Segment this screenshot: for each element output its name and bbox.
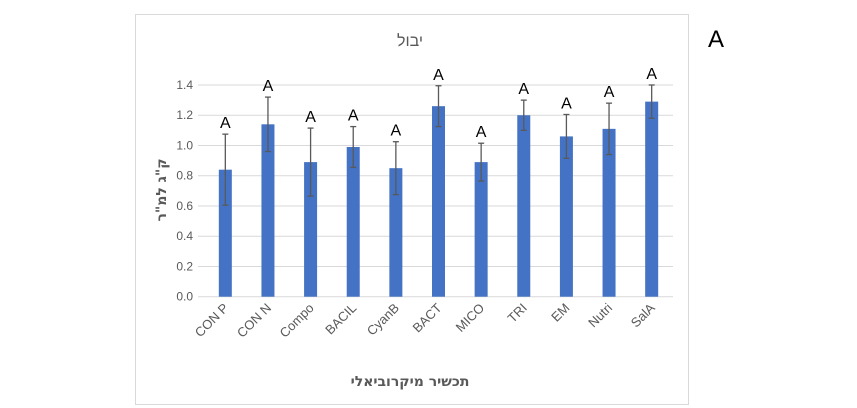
- significance-label: A: [518, 81, 529, 98]
- chart-frame: [135, 14, 689, 405]
- y-tick-label: 1.2: [176, 108, 193, 122]
- bar: [602, 128, 616, 297]
- y-tick-label: 1.0: [176, 138, 193, 152]
- significance-label: A: [604, 84, 615, 101]
- bar: [645, 101, 659, 297]
- x-tick-label: Compo: [276, 300, 316, 340]
- bar: [261, 124, 275, 297]
- bar: [559, 136, 573, 297]
- panel-label: A: [708, 26, 725, 53]
- x-tick-label: CON P: [192, 300, 232, 340]
- bar: [432, 106, 445, 297]
- significance-label: A: [476, 124, 487, 141]
- significance-label: A: [561, 95, 572, 112]
- bar: [389, 168, 403, 297]
- y-tick-label: 0.2: [176, 259, 193, 273]
- x-axis-title: תכשיר מיקרוביאלי: [351, 374, 470, 390]
- bar: [218, 169, 232, 297]
- y-tick-label: 0.0: [176, 290, 193, 304]
- bar: [304, 162, 318, 297]
- significance-label: A: [263, 78, 274, 95]
- x-tick-label: CON N: [234, 300, 274, 340]
- significance-label: A: [220, 115, 231, 132]
- bar: [517, 115, 531, 297]
- x-tick-label: CyanB: [364, 300, 402, 338]
- y-tick-label: 1.4: [176, 78, 193, 92]
- y-axis-title: ק"ג למ"ר: [154, 158, 170, 221]
- x-tick-label: BACT: [409, 300, 444, 335]
- y-tick-label: 0.4: [176, 229, 193, 243]
- x-tick-label: Nutri: [585, 300, 615, 330]
- x-tick-label: TRI: [504, 300, 529, 325]
- bar: [346, 146, 360, 297]
- x-tick-label: EM: [548, 300, 572, 324]
- significance-label: A: [391, 123, 402, 140]
- significance-label: A: [433, 67, 444, 84]
- y-tick-label: 0.6: [176, 199, 193, 213]
- x-tick-label: BACIL: [322, 300, 359, 337]
- x-tick-label: SalA: [628, 300, 658, 330]
- bar: [474, 162, 488, 297]
- significance-label: A: [646, 66, 657, 83]
- x-tick-label: MICO: [453, 300, 488, 335]
- significance-label: A: [348, 108, 359, 125]
- chart-title: יבול: [397, 32, 423, 50]
- significance-label: A: [305, 109, 316, 126]
- y-tick-label: 0.8: [176, 169, 193, 183]
